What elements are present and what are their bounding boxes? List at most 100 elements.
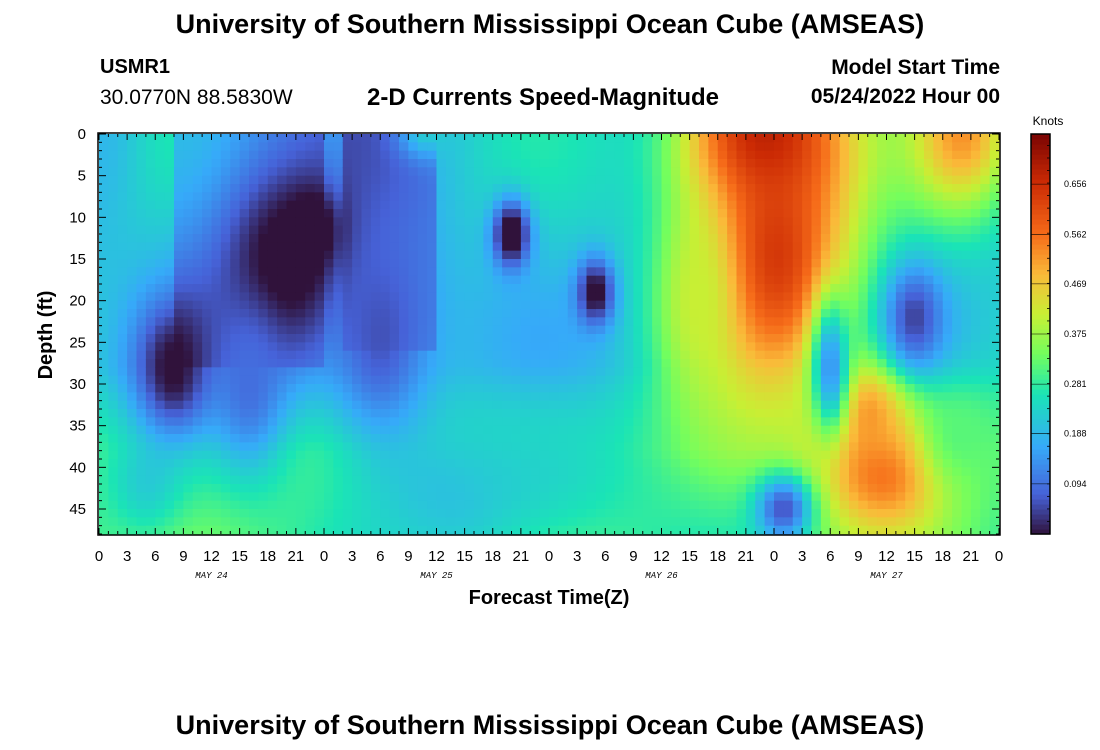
heatmap-cell bbox=[558, 267, 569, 277]
heatmap-cell bbox=[952, 509, 963, 518]
heatmap-cell bbox=[136, 159, 147, 168]
heatmap-cell bbox=[717, 192, 728, 202]
heatmap-cell bbox=[980, 417, 991, 427]
heatmap-cell bbox=[877, 434, 888, 443]
colorbar-segment bbox=[1031, 494, 1050, 500]
heatmap-cell bbox=[764, 267, 775, 277]
heatmap-cell bbox=[230, 392, 241, 402]
heatmap-cell bbox=[830, 425, 841, 435]
heatmap-cell bbox=[652, 142, 663, 152]
heatmap-cell bbox=[633, 467, 644, 477]
heatmap-cell bbox=[830, 417, 841, 427]
heatmap-cell bbox=[942, 325, 953, 335]
heatmap-cell bbox=[136, 259, 147, 268]
heatmap-cell bbox=[699, 484, 709, 493]
heatmap-cell bbox=[539, 500, 550, 510]
heatmap-cell bbox=[811, 300, 822, 310]
heatmap-cell bbox=[370, 500, 381, 510]
heatmap-cell bbox=[99, 184, 109, 193]
heatmap-cell bbox=[136, 475, 147, 485]
heatmap-cell bbox=[474, 384, 484, 393]
heatmap-cell bbox=[886, 300, 897, 310]
chart-subtitle: 2-D Currents Speed-Magnitude bbox=[367, 84, 720, 111]
heatmap-cell bbox=[427, 500, 438, 510]
heatmap-cell bbox=[867, 517, 878, 527]
heatmap-cell bbox=[267, 350, 278, 360]
heatmap-cell bbox=[417, 267, 428, 277]
heatmap-cell bbox=[314, 175, 325, 185]
heatmap-cell bbox=[558, 325, 569, 335]
heatmap-cell bbox=[305, 192, 316, 202]
heatmap-cell bbox=[727, 259, 738, 268]
heatmap-cell bbox=[352, 225, 363, 235]
heatmap-cell bbox=[689, 300, 700, 310]
heatmap-cell bbox=[680, 350, 691, 360]
heatmap-cell bbox=[408, 459, 419, 468]
heatmap-cell bbox=[202, 350, 213, 360]
heatmap-cell bbox=[549, 359, 559, 368]
heatmap-cell bbox=[117, 350, 128, 360]
heatmap-cell bbox=[877, 134, 888, 143]
heatmap-cell bbox=[586, 434, 597, 443]
heatmap-cell bbox=[942, 517, 953, 527]
heatmap-cell bbox=[877, 259, 888, 268]
heatmap-cell bbox=[567, 259, 578, 268]
heatmap-cell bbox=[342, 267, 353, 277]
heatmap-cell bbox=[661, 175, 672, 185]
heatmap-cell bbox=[933, 234, 944, 243]
heatmap-cell bbox=[699, 500, 709, 510]
heatmap-cell bbox=[670, 450, 681, 460]
heatmap-cell bbox=[436, 209, 447, 218]
heatmap-cell bbox=[352, 342, 363, 352]
heatmap-cell bbox=[239, 442, 250, 452]
heatmap-cell bbox=[802, 175, 813, 185]
heatmap-cell bbox=[989, 450, 1000, 460]
heatmap-cell bbox=[502, 284, 513, 293]
heatmap-cell bbox=[989, 442, 1000, 452]
heatmap-cell bbox=[502, 392, 513, 402]
heatmap-cell bbox=[192, 525, 203, 535]
heatmap-cell bbox=[877, 475, 888, 485]
heatmap-cell bbox=[605, 500, 616, 510]
heatmap-cell bbox=[408, 209, 419, 218]
heatmap-cell bbox=[305, 475, 316, 485]
heatmap-cell bbox=[99, 292, 109, 302]
heatmap-cell bbox=[605, 234, 616, 243]
heatmap-cell bbox=[324, 342, 334, 352]
heatmap-cell bbox=[755, 509, 766, 518]
heatmap-cell bbox=[980, 442, 991, 452]
heatmap-cell bbox=[380, 309, 391, 318]
heatmap-cell bbox=[258, 475, 269, 485]
heatmap-cell bbox=[127, 525, 138, 535]
heatmap-cell bbox=[305, 517, 316, 527]
heatmap-cell bbox=[605, 325, 616, 335]
heatmap-cell bbox=[99, 225, 109, 235]
heatmap-cell bbox=[680, 259, 691, 268]
heatmap-cell bbox=[183, 142, 194, 152]
heatmap-cell bbox=[989, 309, 1000, 318]
heatmap-cell bbox=[455, 334, 466, 343]
heatmap-cell bbox=[792, 142, 803, 152]
heatmap-cell bbox=[670, 409, 681, 418]
heatmap-cell bbox=[464, 342, 475, 352]
heatmap-cell bbox=[267, 134, 278, 143]
heatmap-cell bbox=[342, 209, 353, 218]
heatmap-cell bbox=[642, 492, 653, 502]
heatmap-cell bbox=[230, 284, 241, 293]
heatmap-cell bbox=[427, 459, 438, 468]
heatmap-cell bbox=[839, 484, 850, 493]
heatmap-cell bbox=[567, 292, 578, 302]
heatmap-cell bbox=[445, 300, 456, 310]
heatmap-cell bbox=[905, 234, 916, 243]
heatmap-cell bbox=[249, 250, 259, 260]
heatmap-cell bbox=[820, 375, 831, 385]
heatmap-cell bbox=[595, 225, 606, 235]
heatmap-cell bbox=[305, 367, 316, 377]
heatmap-cell bbox=[689, 175, 700, 185]
heatmap-cell bbox=[867, 375, 878, 385]
heatmap-cell bbox=[502, 317, 513, 327]
heatmap-cell bbox=[858, 450, 869, 460]
heatmap-cell bbox=[145, 475, 156, 485]
heatmap-cell bbox=[952, 442, 963, 452]
heatmap-cell bbox=[295, 317, 306, 327]
